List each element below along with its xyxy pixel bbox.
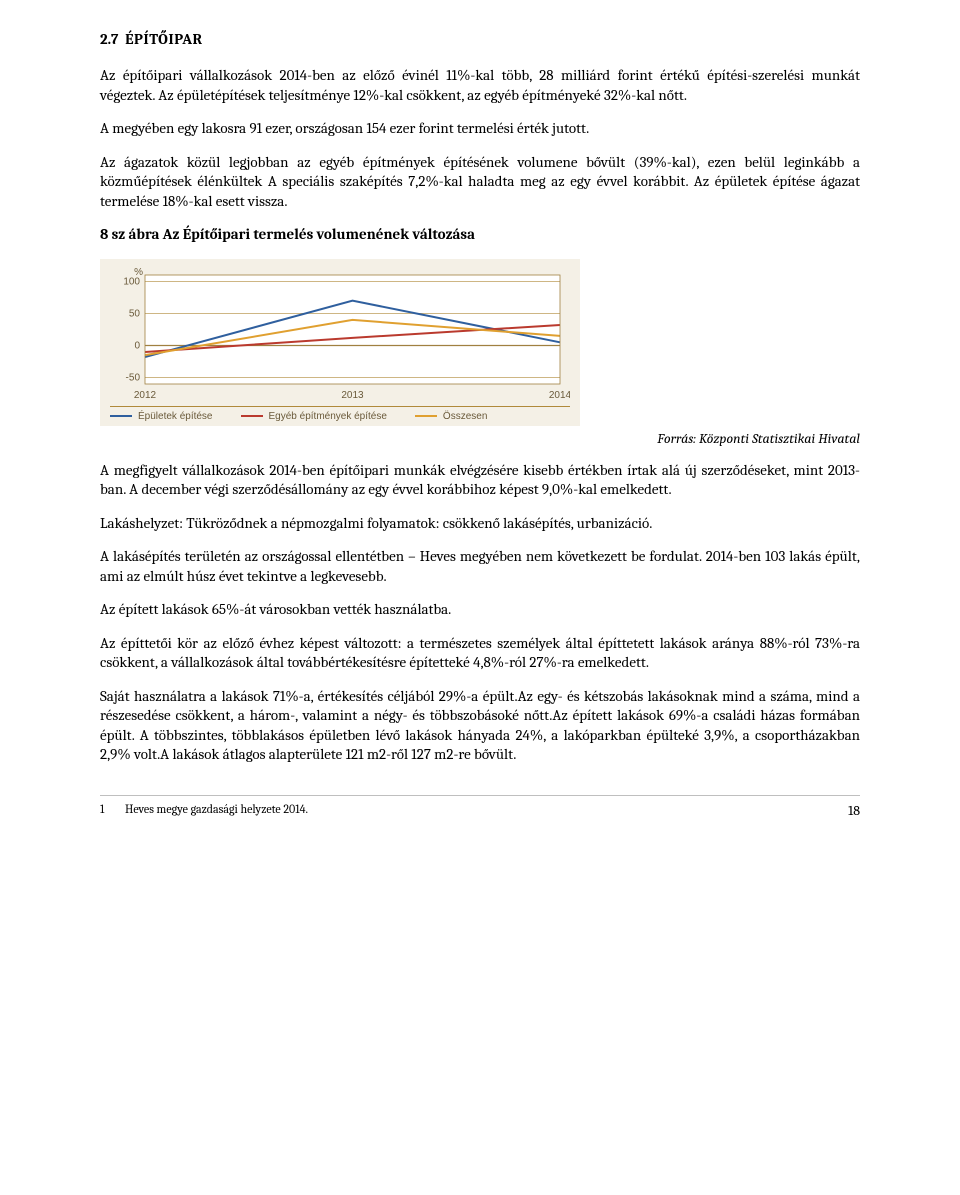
body-paragraph: A lakásépítés területén az országossal e… bbox=[100, 547, 860, 586]
svg-text:-50: -50 bbox=[126, 372, 141, 383]
svg-text:100: 100 bbox=[123, 276, 140, 287]
footnote-text: Heves megye gazdasági helyzete 2014. bbox=[125, 802, 308, 816]
page-footer: 1 Heves megye gazdasági helyzete 2014. 1… bbox=[100, 795, 860, 816]
svg-text:%: % bbox=[134, 267, 143, 278]
footnote-number: 1 bbox=[100, 802, 104, 816]
figure-caption: 8 sz ábra Az Építőipari termelés volumen… bbox=[100, 225, 860, 245]
svg-text:0: 0 bbox=[134, 340, 140, 351]
legend-label: Összesen bbox=[443, 411, 487, 422]
legend-swatch bbox=[241, 415, 263, 417]
chart-legend: Épületek építése Egyéb építmények építés… bbox=[110, 406, 570, 422]
legend-swatch bbox=[110, 415, 132, 417]
legend-item: Egyéb építmények építése bbox=[241, 411, 387, 422]
body-paragraph: A megfigyelt vállalkozások 2014-ben épít… bbox=[100, 461, 860, 500]
svg-text:2013: 2013 bbox=[341, 390, 364, 401]
body-paragraph: Saját használatra a lakások 71%-a, érték… bbox=[100, 687, 860, 765]
legend-item: Épületek építése bbox=[110, 411, 213, 422]
section-heading: 2.7 ÉPÍTŐIPAR bbox=[100, 30, 860, 48]
legend-label: Egyéb építmények építése bbox=[269, 411, 387, 422]
body-paragraph: Az építőipari vállalkozások 2014-ben az … bbox=[100, 66, 860, 105]
svg-text:2014: 2014 bbox=[549, 390, 570, 401]
body-paragraph: A megyében egy lakosra 91 ezer, országos… bbox=[100, 119, 860, 139]
page-number: 18 bbox=[848, 802, 860, 819]
section-number: 2.7 bbox=[100, 30, 118, 48]
svg-text:2012: 2012 bbox=[134, 390, 157, 401]
volume-change-chart: -50 0 50 100% 2012 2013 2014 Épületek építése … bbox=[100, 259, 580, 426]
legend-label: Épületek építése bbox=[138, 411, 213, 422]
svg-text:50: 50 bbox=[129, 308, 141, 319]
chart-plot: -50 0 50 100% 2012 2013 2014 bbox=[110, 267, 570, 402]
body-paragraph: Lakáshelyzet: Tükröződnek a népmozgalmi … bbox=[100, 514, 860, 534]
legend-swatch bbox=[415, 415, 437, 417]
chart-source: Forrás: Központi Statisztikai Hivatal bbox=[100, 430, 860, 447]
legend-item: Összesen bbox=[415, 411, 487, 422]
body-paragraph: Az épített lakások 65%-át városokban vet… bbox=[100, 600, 860, 620]
section-title: ÉPÍTŐIPAR bbox=[125, 30, 203, 48]
body-paragraph: Az ágazatok közül legjobban az egyéb épí… bbox=[100, 153, 860, 212]
chart-container: -50 0 50 100% 2012 2013 2014 Épületek építése … bbox=[100, 259, 860, 426]
body-paragraph: Az építtetői kör az előző évhez képest v… bbox=[100, 634, 860, 673]
